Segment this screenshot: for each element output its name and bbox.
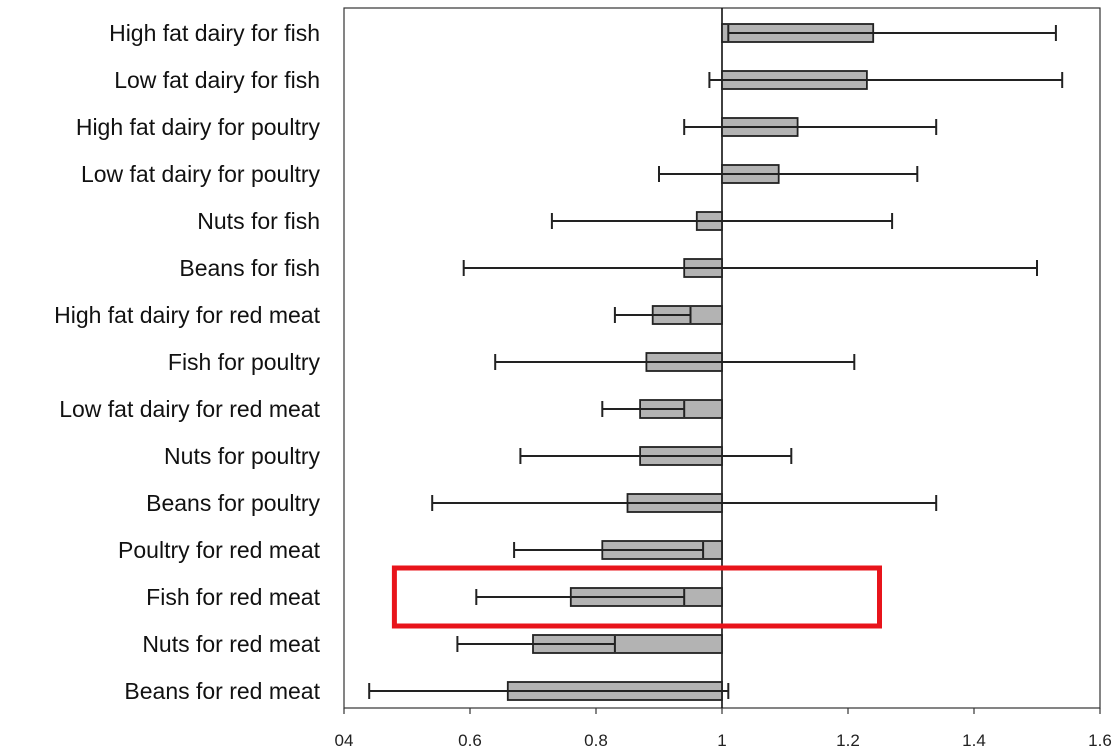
row-group bbox=[513, 540, 723, 560]
category-label: Fish for poultry bbox=[168, 349, 321, 375]
x-tick-label: 0.8 bbox=[584, 731, 608, 750]
category-label: Nuts for red meat bbox=[142, 631, 320, 657]
row-group bbox=[550, 211, 894, 231]
category-label: Low fat dairy for fish bbox=[114, 67, 320, 93]
x-tick-label: 1.4 bbox=[962, 731, 986, 750]
row-group bbox=[708, 70, 1064, 90]
category-label: Beans for red meat bbox=[124, 678, 320, 704]
category-label: Fish for red meat bbox=[146, 584, 320, 610]
row-group bbox=[683, 117, 938, 137]
category-label: Low fat dairy for red meat bbox=[59, 396, 320, 422]
row-group bbox=[613, 305, 723, 325]
row-group bbox=[431, 493, 938, 513]
x-tick-label: 0.6 bbox=[458, 731, 482, 750]
x-tick-label: 04 bbox=[335, 731, 354, 750]
category-label: Nuts for fish bbox=[197, 208, 320, 234]
category-label: Nuts for poultry bbox=[164, 443, 320, 469]
bars-layer bbox=[368, 23, 1064, 701]
row-group bbox=[475, 587, 723, 607]
category-label: Beans for fish bbox=[179, 255, 320, 281]
x-tick-label: 1.2 bbox=[836, 731, 860, 750]
row-group bbox=[721, 23, 1057, 43]
row-group bbox=[368, 681, 730, 701]
row-group bbox=[494, 352, 856, 372]
x-tick-label: 1 bbox=[717, 731, 726, 750]
x-axis-ticks: 04 0.6 0.8 1 1.2 1.4 1.6 bbox=[335, 708, 1112, 750]
category-label: High fat dairy for fish bbox=[109, 20, 320, 46]
highlight-box bbox=[391, 565, 882, 629]
category-label: Poultry for red meat bbox=[118, 537, 321, 563]
x-tick-label: 1.6 bbox=[1088, 731, 1112, 750]
row-group bbox=[456, 634, 723, 654]
category-label: Beans for poultry bbox=[146, 490, 320, 516]
category-labels: High fat dairy for fish Low fat dairy for… bbox=[54, 20, 321, 704]
category-label: High fat dairy for poultry bbox=[76, 114, 321, 140]
category-label: Low fat dairy for poultry bbox=[81, 161, 321, 187]
row-group bbox=[519, 446, 793, 466]
row-group bbox=[601, 399, 723, 419]
row-group bbox=[658, 164, 919, 184]
category-label: High fat dairy for red meat bbox=[54, 302, 321, 328]
row-group bbox=[462, 258, 1038, 278]
